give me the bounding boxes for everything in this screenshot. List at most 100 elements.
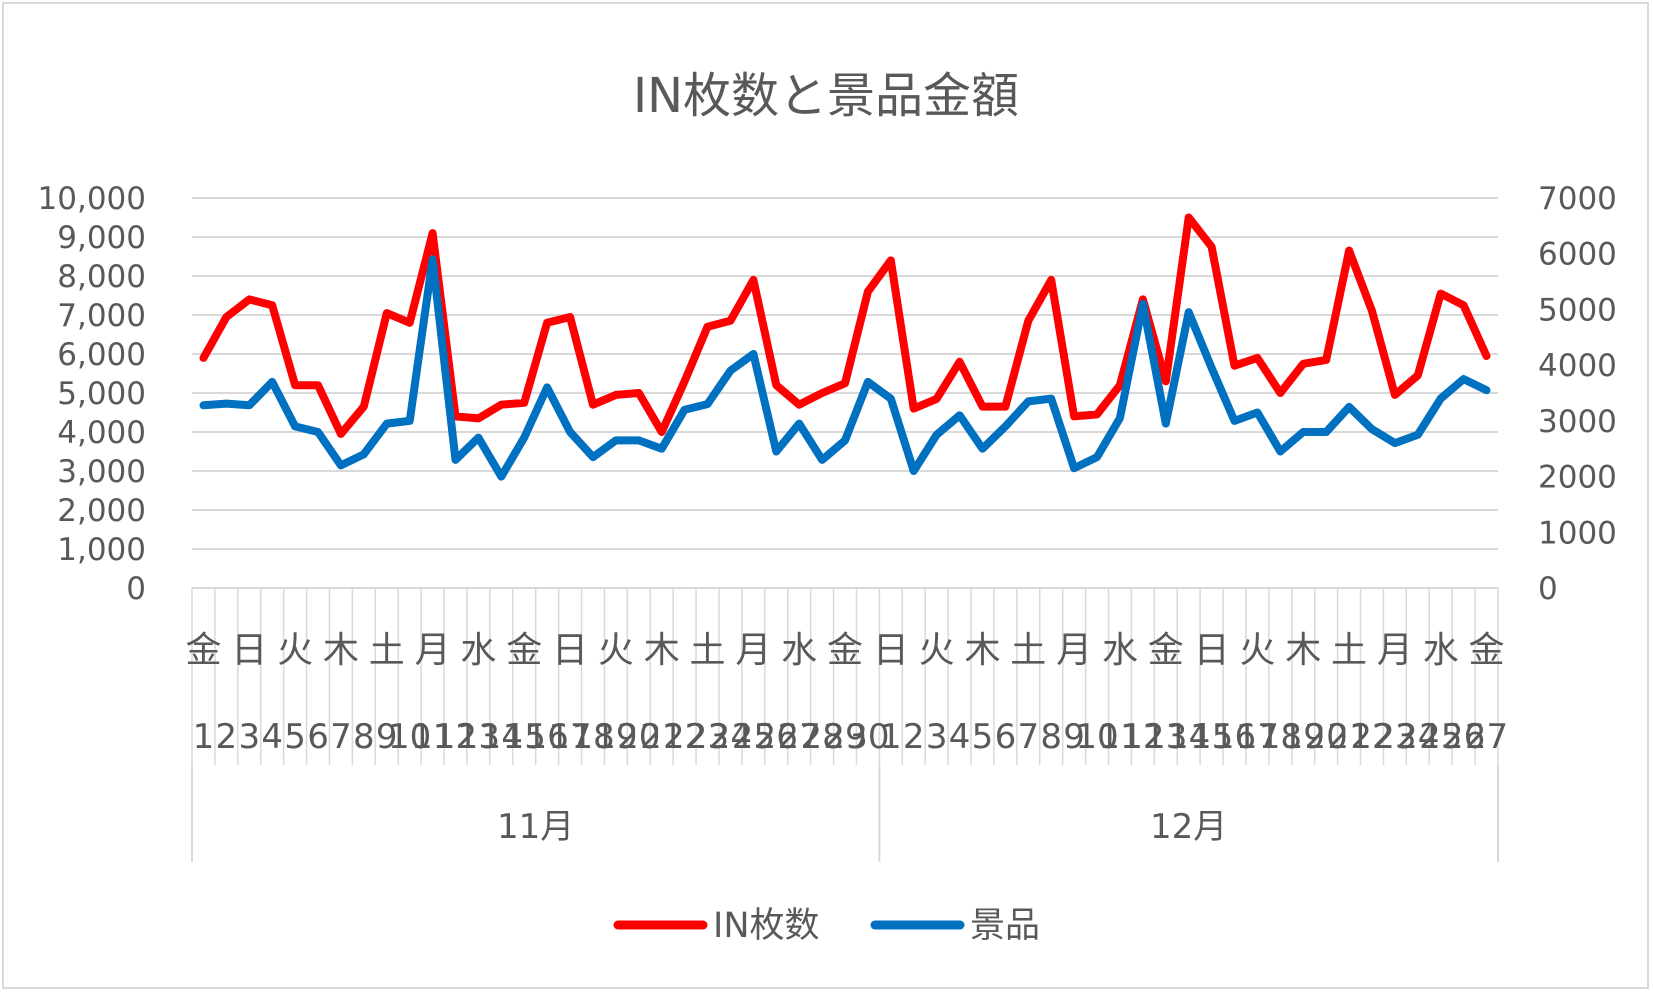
y-left-tick-label: 1,000 [57,532,146,568]
weekday-label: 月 [1377,630,1413,671]
day-label: 21 [640,717,683,757]
weekday-label: 土 [369,630,405,671]
y-right-tick-label: 0 [1538,571,1558,607]
series-line-1 [199,255,1491,481]
weekday-label: 木 [964,630,1000,671]
chart-title: IN枚数と景品金額 [633,68,1019,124]
day-label: 17 [1236,717,1279,757]
y-left-tick-label: 3,000 [57,454,146,490]
weekday-label: 月 [735,630,771,671]
day-label: 26 [755,717,798,757]
left-axis-ticks: 01,0002,0003,0004,0005,0006,0007,0008,00… [38,181,146,607]
day-label: 13 [457,717,500,757]
day-label: 18 [571,717,614,757]
day-label: 24 [709,717,752,757]
weekday-label: 水 [460,630,496,671]
day-label: 1 [193,717,215,757]
day-label: 22 [1350,717,1393,757]
day-label: 1 [880,717,902,757]
y-right-tick-label: 6000 [1538,237,1617,273]
weekday-label: 日 [552,630,588,671]
weekday-label: 土 [690,630,726,671]
series-line-0 [199,213,1491,438]
weekday-label: 日 [1194,630,1230,671]
day-label: 6 [307,717,329,757]
weekday-label: 木 [644,630,680,671]
day-label: 11 [411,717,454,757]
day-label: 18 [1259,717,1302,757]
weekday-label: 土 [1331,630,1367,671]
day-label: 19 [1282,717,1325,757]
legend-label-0: IN枚数 [713,906,820,946]
day-label: 8 [353,717,375,757]
weekday-label: 火 [1239,630,1275,671]
day-label: 6 [995,717,1017,757]
legend-label-1: 景品 [970,906,1040,946]
day-label: 17 [548,717,591,757]
day-label: 5 [284,717,306,757]
day-label: 23 [1373,717,1416,757]
weekday-label: 木 [323,630,359,671]
right-axis-ticks: 0 1000 2000 3000 4000 5000 6000 7000 [1538,181,1617,607]
weekday-label: 金 [185,630,221,671]
day-label: 24 [1396,717,1439,757]
day-label: 10 [1075,717,1118,757]
y-right-tick-label: 2000 [1538,460,1617,496]
y-left-tick-label: 8,000 [57,259,146,295]
y-left-tick-label: 9,000 [57,220,146,256]
y-left-tick-label: 0 [126,571,146,607]
day-label: 7 [1017,717,1039,757]
weekday-label: 土 [1010,630,1046,671]
day-label: 9 [376,717,398,757]
weekday-label: 金 [506,630,542,671]
weekday-label: 水 [781,630,817,671]
y-right-tick-label: 1000 [1538,515,1617,551]
weekday-label: 金 [827,630,863,671]
day-label: 12 [1121,717,1164,757]
day-label: 13 [1144,717,1187,757]
day-label: 10 [388,717,431,757]
series-lines [199,213,1491,481]
day-label: 9 [1063,717,1085,757]
day-label: 21 [1327,717,1370,757]
day-label: 15 [1190,717,1233,757]
y-left-tick-label: 2,000 [57,493,146,529]
y-left-tick-label: 4,000 [57,415,146,451]
weekday-label: 月 [415,630,451,671]
day-label: 4 [949,717,971,757]
day-label: 19 [594,717,637,757]
weekday-label: 水 [1102,630,1138,671]
weekday-label: 火 [277,630,313,671]
legend: IN枚数 景品 [613,906,1040,946]
x-axis: 金日火木土月水金日火木土月水金日火木土月水金日火木土月水金1 2 3 4 5 6 7 8 910… [185,587,1508,862]
day-label: 4 [261,717,283,757]
day-label: 7 [330,717,352,757]
day-label: 16 [526,717,569,757]
weekday-label: 水 [1423,630,1459,671]
day-label: 27 [778,717,821,757]
weekday-label: 日 [231,630,267,671]
day-label: 12 [434,717,477,757]
day-label: 25 [1419,717,1462,757]
y-right-tick-label: 3000 [1538,404,1617,440]
day-label: 20 [1305,717,1348,757]
y-left-tick-label: 5,000 [57,376,146,412]
day-label: 22 [663,717,706,757]
day-label: 28 [800,717,843,757]
weekday-label: 金 [1148,630,1184,671]
y-left-tick-label: 10,000 [38,181,146,217]
gridlines [192,197,1498,550]
weekday-label: 火 [919,630,955,671]
day-label: 20 [617,717,660,757]
day-label: 5 [972,717,994,757]
weekday-label: 日 [873,630,909,671]
day-label: 3 [238,717,260,757]
month-label: 11月 [497,807,574,847]
weekday-label: 火 [598,630,634,671]
day-label: 26 [1442,717,1485,757]
day-label: 8 [1040,717,1062,757]
day-label: 27 [1465,717,1508,757]
y-right-tick-label: 4000 [1538,348,1617,384]
day-label: 30 [846,717,889,757]
